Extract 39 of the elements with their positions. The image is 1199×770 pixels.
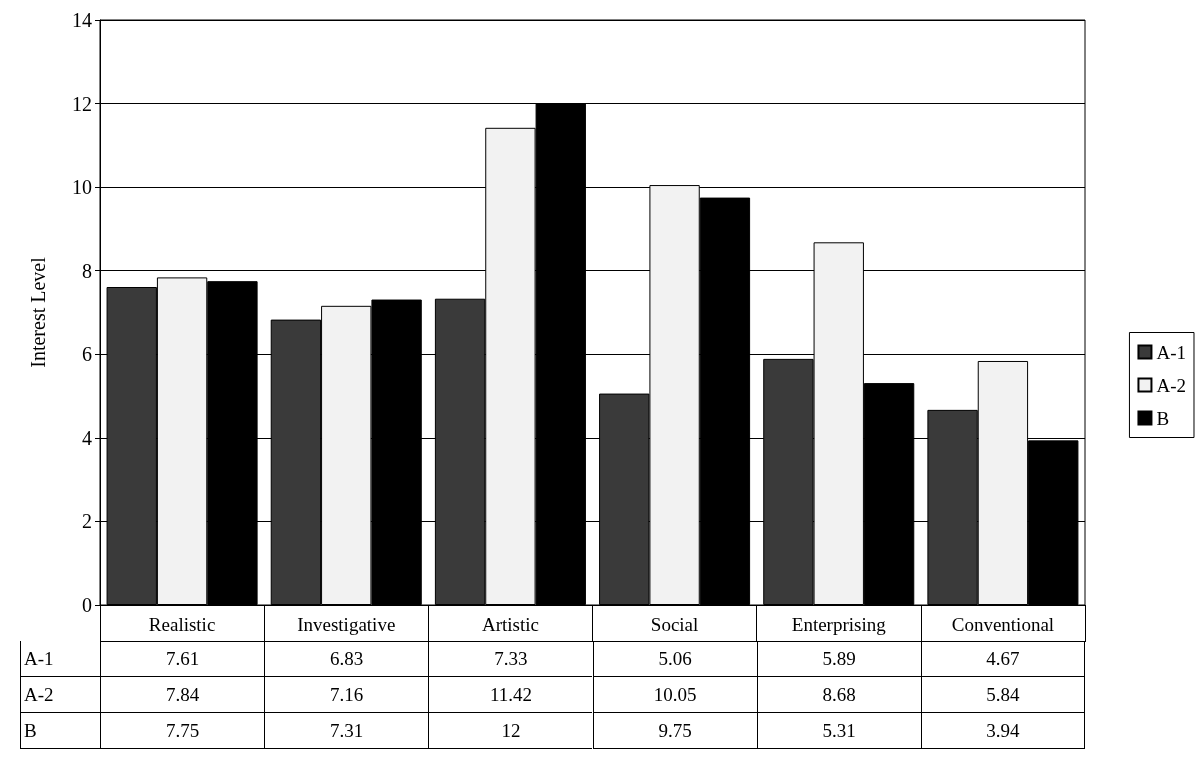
data-label: 7.16 (264, 677, 429, 713)
data-label: 7.33 (428, 641, 593, 677)
x-tick-label: Artistic (481, 614, 539, 635)
data-label: 9.75 (592, 713, 757, 749)
data-label: 5.84 (920, 677, 1085, 713)
x-tick-label: Enterprising (791, 614, 887, 635)
data-label: 7.61 (100, 641, 265, 677)
data-label: 3.94 (920, 713, 1085, 749)
text: A-2 (24, 683, 54, 705)
y-tick-label: 0 (82, 594, 92, 616)
x-tick-label: Conventional (951, 614, 1055, 635)
y-axis-title: Interest Level (27, 256, 49, 368)
x-tick-label: Investigative (297, 614, 396, 635)
y-tick-label: 2 (82, 510, 92, 533)
x-tick-label: Social (650, 614, 699, 635)
y-tick-label: 4 (82, 426, 92, 449)
y-tick-label: 14 (72, 9, 92, 31)
data-label: 6.83 (264, 641, 429, 677)
legend-label: A-1 (20, 641, 100, 677)
legend-label: A-2 (1156, 374, 1187, 396)
data-label: 12 (428, 713, 593, 749)
y-tick-label: 8 (82, 259, 92, 282)
data-label: 10.05 (592, 677, 757, 713)
text: A-1 (1156, 341, 1187, 363)
x-tick-label: Realistic (148, 614, 216, 635)
data-label: 8.68 (756, 677, 921, 713)
legend-label: B (1156, 407, 1170, 429)
data-label: 7.75 (100, 713, 265, 749)
data-label: 4.67 (920, 641, 1085, 677)
data-label: 5.89 (756, 641, 921, 677)
data-label: 5.31 (756, 713, 921, 749)
data-label: 7.31 (264, 713, 429, 749)
data-label: 5.06 (592, 641, 757, 677)
text: B (24, 719, 37, 741)
y-tick-label: 6 (82, 343, 92, 366)
data-label: 7.84 (100, 677, 265, 713)
y-tick-label: 10 (72, 176, 92, 199)
y-tick-label: 12 (72, 92, 92, 115)
data-label: 11.42 (428, 677, 593, 713)
